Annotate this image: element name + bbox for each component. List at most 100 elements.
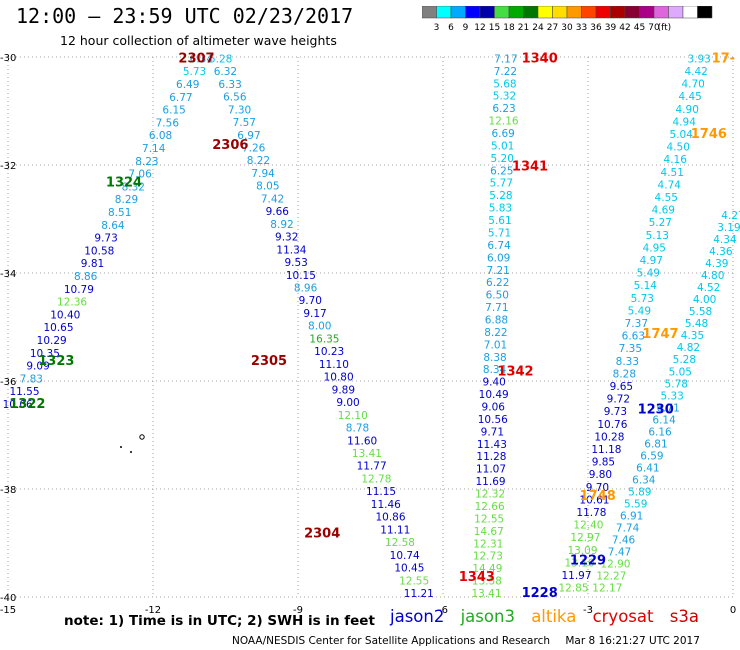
legend-jason2: jason2 bbox=[390, 607, 445, 626]
wave-height-value: 9.70 bbox=[586, 482, 609, 494]
wave-height-value: 5.61 bbox=[488, 215, 511, 227]
wave-height-value: 9.70 bbox=[299, 295, 322, 307]
wave-height-value: 8.32 bbox=[122, 181, 145, 193]
wave-height-value: 9.66 bbox=[266, 206, 290, 218]
wave-height-value: 11.69 bbox=[476, 476, 506, 488]
colorbar-label: 9 bbox=[463, 23, 469, 33]
wave-height-value: 13.41 bbox=[471, 588, 501, 600]
wave-height-value: 6.49 bbox=[176, 79, 199, 91]
wave-height-value: 6.74 bbox=[487, 240, 511, 252]
wave-height-value: 4.74 bbox=[658, 179, 682, 191]
y-tick-label: -34 bbox=[0, 269, 16, 280]
wave-height-value: 7.35 bbox=[619, 343, 642, 355]
wave-height-value: 5.59 bbox=[624, 498, 647, 510]
wave-height-value: 12.31 bbox=[473, 538, 503, 550]
wave-height-value: 11.21 bbox=[404, 588, 434, 600]
wave-height-value: 12.36 bbox=[57, 297, 87, 309]
wave-height-value: 5.04 bbox=[670, 129, 694, 141]
wave-height-value: 8.22 bbox=[484, 327, 507, 339]
wave-height-value: 4.95 bbox=[643, 242, 666, 254]
colorbar-label: 36 bbox=[590, 23, 602, 33]
wave-height-value: 14.67 bbox=[474, 526, 504, 538]
wave-height-value: 5.71 bbox=[488, 227, 511, 239]
legend-s3a: s3a bbox=[669, 607, 699, 626]
wave-height-value: 7.14 bbox=[142, 143, 166, 155]
wave-height-value: 7.22 bbox=[494, 66, 517, 78]
pass-label: 1323 bbox=[38, 354, 74, 369]
wave-height-value: 13.58 bbox=[472, 576, 502, 588]
wave-height-value: 4.82 bbox=[677, 342, 700, 354]
legend-cryosat: cryosat bbox=[592, 607, 654, 626]
wave-height-value: 10.79 bbox=[64, 284, 94, 296]
wave-height-value: 4.45 bbox=[678, 91, 701, 103]
pass-label: 1343 bbox=[459, 570, 495, 585]
island-marker bbox=[120, 446, 122, 448]
wave-height-value: 3.93 bbox=[687, 53, 710, 65]
wave-height-value: 9.09 bbox=[26, 361, 49, 373]
wave-height-value: 12.58 bbox=[385, 537, 415, 549]
colorbar-label: 15 bbox=[489, 23, 500, 33]
wave-height-value: 4.69 bbox=[652, 205, 675, 217]
wave-height-value: 8.38 bbox=[483, 352, 506, 364]
pass-label: 2305 bbox=[251, 354, 287, 369]
wave-height-value: 13.41 bbox=[352, 448, 382, 460]
wave-height-value: 9.32 bbox=[275, 232, 298, 244]
pass-label: 1322 bbox=[9, 397, 45, 412]
pass-label: 2307 bbox=[178, 51, 214, 66]
wave-height-value: 8.51 bbox=[108, 207, 131, 219]
wave-height-colorbar: 3 6 9 12 15 18 21 24 27 30 33 36 39 42 45 70(ft) bbox=[422, 6, 713, 33]
wave-height-value: 5.83 bbox=[489, 203, 512, 215]
y-tick-label: -36 bbox=[0, 377, 16, 388]
wave-height-value: 10.35 bbox=[30, 348, 60, 360]
footer-credit: NOAA/NESDIS Center for Satellite Applica… bbox=[232, 635, 550, 647]
colorbar-label: 6 bbox=[448, 23, 454, 33]
x-tick-label: -6 bbox=[438, 605, 448, 616]
wave-height-value: 4.97 bbox=[640, 255, 663, 267]
wave-height-value: 9.00 bbox=[336, 397, 359, 409]
wave-height-value: 5.48 bbox=[685, 318, 708, 330]
wave-height-value: 11.60 bbox=[347, 435, 377, 447]
wave-height-value: 6.50 bbox=[486, 290, 509, 302]
wave-height-value: 10.15 bbox=[286, 270, 316, 282]
wave-height-value: 4.42 bbox=[684, 66, 707, 78]
wave-height-value: 10.80 bbox=[324, 372, 354, 384]
wave-height-value: 8.29 bbox=[115, 194, 138, 206]
wave-height-value: 5.78 bbox=[665, 378, 688, 390]
pass-label: 1324 bbox=[106, 176, 142, 191]
wave-height-value: 7.57 bbox=[233, 117, 256, 129]
wave-height-value: 11.18 bbox=[591, 444, 621, 456]
wave-height-value: 6.09 bbox=[487, 252, 510, 264]
wave-height-value: 10.49 bbox=[479, 389, 509, 401]
wave-height-value: 7.21 bbox=[486, 265, 509, 277]
wave-height-value: 10.28 bbox=[594, 431, 624, 443]
wave-height-value: 4.27 bbox=[721, 210, 740, 222]
wave-height-value: 4.55 bbox=[655, 192, 678, 204]
pass-label: 1230 bbox=[638, 402, 674, 417]
wave-height-value: 11.10 bbox=[319, 359, 349, 371]
wave-height-value: 8.33 bbox=[616, 356, 639, 368]
wave-height-value: 5.28 bbox=[209, 53, 232, 65]
wave-height-value: 6.23 bbox=[492, 103, 515, 115]
wave-height-value: 10.23 bbox=[314, 346, 344, 358]
wave-height-value: 5.89 bbox=[628, 486, 651, 498]
wave-height-value: 5.77 bbox=[490, 178, 513, 190]
wave-height-value: 6.15 bbox=[162, 105, 185, 117]
colorbar-label: 3 bbox=[434, 23, 440, 33]
colorbar-label: 24 bbox=[532, 23, 544, 33]
wave-height-value: 12.90 bbox=[600, 559, 630, 571]
wave-height-value: 11.34 bbox=[276, 244, 306, 256]
wave-height-value: 6.91 bbox=[620, 510, 643, 522]
wave-height-value: 6.59 bbox=[640, 450, 663, 462]
wave-height-value: 5.58 bbox=[689, 306, 712, 318]
pass-label: 1342 bbox=[497, 365, 533, 380]
y-tick-label: -30 bbox=[0, 53, 16, 64]
wave-height-value: 13.10 bbox=[564, 557, 594, 569]
page-title: 12:00 – 23:59 UTC 02/23/2017 bbox=[16, 4, 354, 28]
wave-height-value: 9.17 bbox=[303, 308, 326, 320]
wave-height-value: 9.89 bbox=[332, 384, 355, 396]
wave-height-value: 12.32 bbox=[475, 489, 505, 501]
wave-height-value: 10.45 bbox=[394, 563, 424, 575]
wave-height-value: 9.53 bbox=[284, 257, 307, 269]
wave-height-value: 6.34 bbox=[632, 474, 656, 486]
pass-label: 1746 bbox=[691, 127, 727, 142]
